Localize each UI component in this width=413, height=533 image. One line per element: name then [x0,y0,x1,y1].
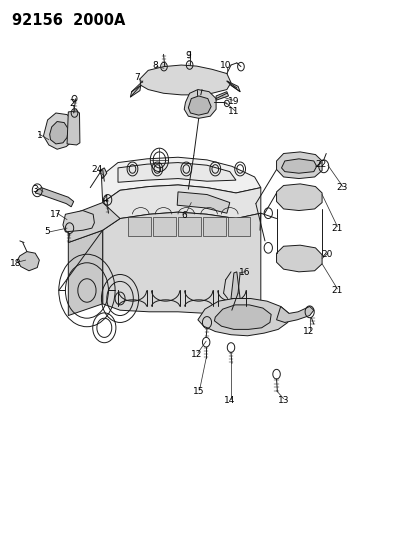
Polygon shape [68,203,120,243]
Text: 21: 21 [331,286,342,295]
Text: 19: 19 [228,97,239,106]
Text: 15: 15 [192,387,204,396]
Polygon shape [67,111,80,145]
Polygon shape [102,212,260,313]
Polygon shape [99,168,107,179]
Polygon shape [188,96,211,115]
Polygon shape [214,305,271,329]
Text: 12: 12 [190,350,202,359]
Polygon shape [63,211,94,232]
Polygon shape [226,81,240,92]
Text: 17: 17 [50,210,62,219]
Polygon shape [202,217,225,236]
Polygon shape [276,152,321,179]
Text: 22: 22 [314,160,326,168]
Polygon shape [227,217,250,236]
Text: 2: 2 [69,100,75,108]
Text: 18: 18 [10,260,21,268]
Text: 23: 23 [335,183,347,192]
Text: 13: 13 [277,397,289,405]
Polygon shape [184,90,216,118]
Polygon shape [276,245,321,272]
Text: 4: 4 [102,196,108,204]
Text: 7: 7 [133,73,139,82]
Text: 14: 14 [223,397,235,405]
Polygon shape [216,92,228,100]
Polygon shape [276,306,313,322]
Text: 8: 8 [152,61,158,69]
Text: 11: 11 [228,108,239,116]
Polygon shape [177,192,229,213]
Polygon shape [102,185,260,230]
Text: 10: 10 [219,61,231,69]
Text: 6: 6 [181,212,187,220]
Polygon shape [153,217,176,236]
Text: 9: 9 [185,52,191,60]
Polygon shape [128,217,151,236]
Text: 12: 12 [302,327,313,336]
Polygon shape [178,217,200,236]
Polygon shape [17,252,39,271]
Text: 5: 5 [45,228,50,236]
Polygon shape [140,65,230,95]
Text: 92156  2000A: 92156 2000A [12,13,126,28]
Polygon shape [43,113,75,149]
Text: 24: 24 [91,165,103,174]
Text: 3: 3 [32,185,38,193]
Text: 21: 21 [331,224,342,232]
Polygon shape [276,184,321,211]
Polygon shape [130,85,140,97]
Text: 1: 1 [36,132,42,140]
Polygon shape [197,298,288,336]
Polygon shape [50,122,68,144]
Text: 20: 20 [320,251,332,259]
Polygon shape [281,159,316,173]
Polygon shape [230,272,240,298]
Polygon shape [101,157,260,203]
Polygon shape [118,163,235,182]
Polygon shape [68,230,102,316]
Polygon shape [35,188,74,207]
Text: 16: 16 [238,269,249,277]
